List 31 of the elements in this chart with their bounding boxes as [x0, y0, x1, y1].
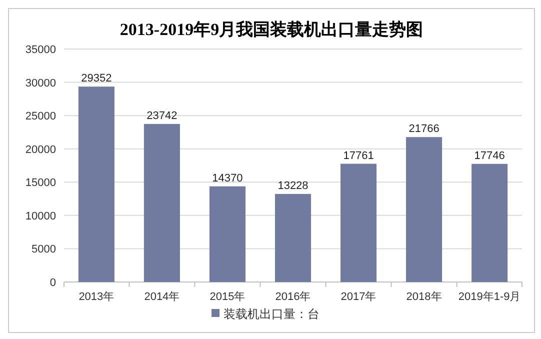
x-tick-label: 2018年: [406, 291, 442, 303]
chart-title: 2013-2019年9月我国装载机出口量走势图: [120, 20, 424, 39]
y-tick-label: 35000: [25, 44, 56, 56]
bar: [472, 164, 508, 282]
y-tick-label: 5000: [32, 244, 56, 256]
x-tick-label: 2016年: [275, 291, 311, 303]
x-tick-label: 2014年: [144, 291, 180, 303]
y-tick-label: 15000: [25, 177, 56, 190]
data-label: 17746: [474, 150, 505, 162]
data-label: 17761: [343, 150, 374, 162]
data-label: 14370: [212, 172, 243, 184]
data-label: 13228: [278, 180, 308, 192]
y-tick-label: 10000: [25, 210, 56, 222]
bar: [144, 124, 180, 282]
x-tick-label: 2015年: [210, 291, 246, 303]
legend-label: 装载机出口量：台: [224, 307, 320, 321]
data-label: 23742: [146, 110, 178, 122]
bar: [274, 194, 312, 282]
data-label: 21766: [408, 123, 440, 136]
bar: [406, 137, 442, 282]
x-tick-label: 2019年1-9月: [458, 291, 521, 303]
x-tick-label: 2017年: [340, 291, 376, 303]
x-tick-label: 2013年: [78, 291, 114, 303]
bar: [78, 86, 114, 282]
y-tick-label: 0: [50, 277, 56, 289]
y-tick-label: 25000: [25, 110, 56, 123]
y-tick-label: 20000: [25, 144, 56, 156]
y-tick-label: 30000: [25, 77, 56, 90]
bar: [209, 186, 246, 282]
bar: [340, 164, 377, 282]
data-label: 29352: [81, 72, 112, 85]
